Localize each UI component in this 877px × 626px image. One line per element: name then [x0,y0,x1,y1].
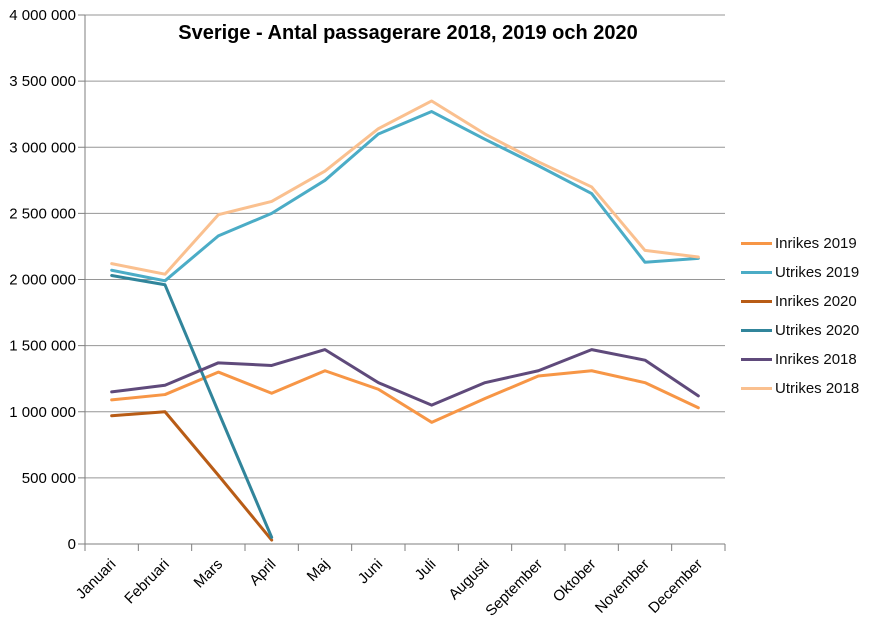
x-axis-label: Augusti [445,556,492,603]
x-axis-label: Oktober [550,556,600,606]
legend-item-inrikes-2018: Inrikes 2018 [741,345,859,374]
legend-swatch [741,300,772,303]
legend-swatch [741,387,772,390]
y-axis-label: 3 000 000 [9,139,76,156]
y-axis-label: 3 500 000 [9,73,76,90]
series-line-utrikes-2020 [110,274,274,539]
x-axis-label: September [482,556,546,620]
legend-swatch [741,358,772,361]
legend-item-utrikes-2020: Utrikes 2020 [741,316,859,345]
legend-item-inrikes-2020: Inrikes 2020 [741,287,859,316]
series-line-utrikes-2019 [110,110,700,283]
x-axis-label: Mars [191,556,227,592]
legend-swatch [741,329,772,332]
x-axis-label: Februari [121,556,173,608]
legend-label: Inrikes 2020 [775,293,857,310]
y-axis-label: 1 000 000 [9,404,76,421]
series-line-inrikes-2019 [110,369,700,424]
series-line-utrikes-2018 [110,99,700,276]
y-axis-label: 2 000 000 [9,272,76,289]
legend-swatch [741,242,772,245]
legend-label: Inrikes 2019 [775,235,857,252]
x-axis-label: December [645,556,706,617]
y-axis-label: 2 500 000 [9,205,76,222]
chart-title: Sverige - Antal passagerare 2018, 2019 o… [178,22,638,44]
legend: Inrikes 2019 Utrikes 2019 Inrikes 2020 Utri… [741,229,859,403]
series-line-inrikes-2020 [110,410,274,542]
y-axis-label: 0 [68,536,76,553]
x-axis-label: April [246,556,279,589]
x-axis-label: Maj [304,556,333,585]
y-axis-label: 500 000 [22,470,76,487]
x-axis-label: November [592,556,653,617]
x-axis-label: Januari [73,556,120,603]
x-axis-label: Juni [355,556,386,587]
legend-label: Utrikes 2019 [775,264,860,281]
legend-swatch [741,271,772,274]
y-axis-label: 1 500 000 [9,338,76,355]
y-axis-label: 4 000 000 [9,7,76,24]
legend-item-inrikes-2019: Inrikes 2019 [741,229,859,258]
legend-label: Utrikes 2018 [775,380,860,397]
series-line-inrikes-2018 [110,348,700,407]
legend-label: Utrikes 2020 [775,322,860,339]
legend-item-utrikes-2019: Utrikes 2019 [741,258,859,287]
legend-label: Inrikes 2018 [775,351,857,368]
legend-item-utrikes-2018: Utrikes 2018 [741,374,859,403]
x-axis-label: Juli [412,556,440,584]
